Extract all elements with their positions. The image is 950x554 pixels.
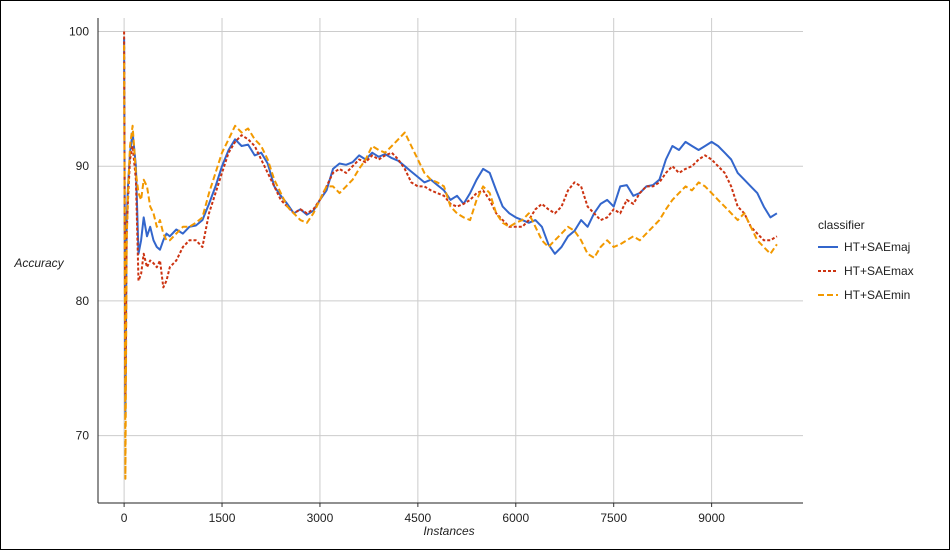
- x-tick-label: 9000: [698, 511, 725, 525]
- legend-label: HT+SAEmax: [844, 264, 914, 278]
- series-lines: [123, 31, 778, 480]
- grid-lines: [98, 18, 803, 503]
- x-tick-label: 4500: [405, 511, 432, 525]
- x-tick-label: 3000: [307, 511, 334, 525]
- y-tick-label: 80: [76, 294, 90, 308]
- x-tick-label: 0: [121, 511, 128, 525]
- series-line-HT+SAEmin: [123, 44, 778, 480]
- x-tick-label: 1500: [209, 511, 236, 525]
- x-axis-title: Instances: [423, 524, 474, 538]
- x-tick-label: 6000: [502, 511, 529, 525]
- legend-label: HT+SAEmin: [844, 288, 910, 302]
- series-line-HT+SAEmax: [123, 31, 778, 397]
- y-tick-labels: 70 80 90 100: [69, 24, 89, 442]
- y-tick-label: 90: [76, 159, 90, 173]
- x-tick-label: 7500: [600, 511, 627, 525]
- y-tick-label: 100: [69, 24, 89, 38]
- y-axis-title: Accuracy: [13, 256, 64, 270]
- axes: [97, 18, 803, 507]
- x-tick-labels: 0 1500 3000 4500 6000 7500 9000: [121, 511, 726, 525]
- y-tick-label: 70: [76, 429, 90, 443]
- legend-title: classifier: [818, 218, 865, 232]
- legend: classifier HT+SAEmaj HT+SAEmax HT+SAEmin: [818, 218, 914, 302]
- legend-label: HT+SAEmaj: [844, 240, 910, 254]
